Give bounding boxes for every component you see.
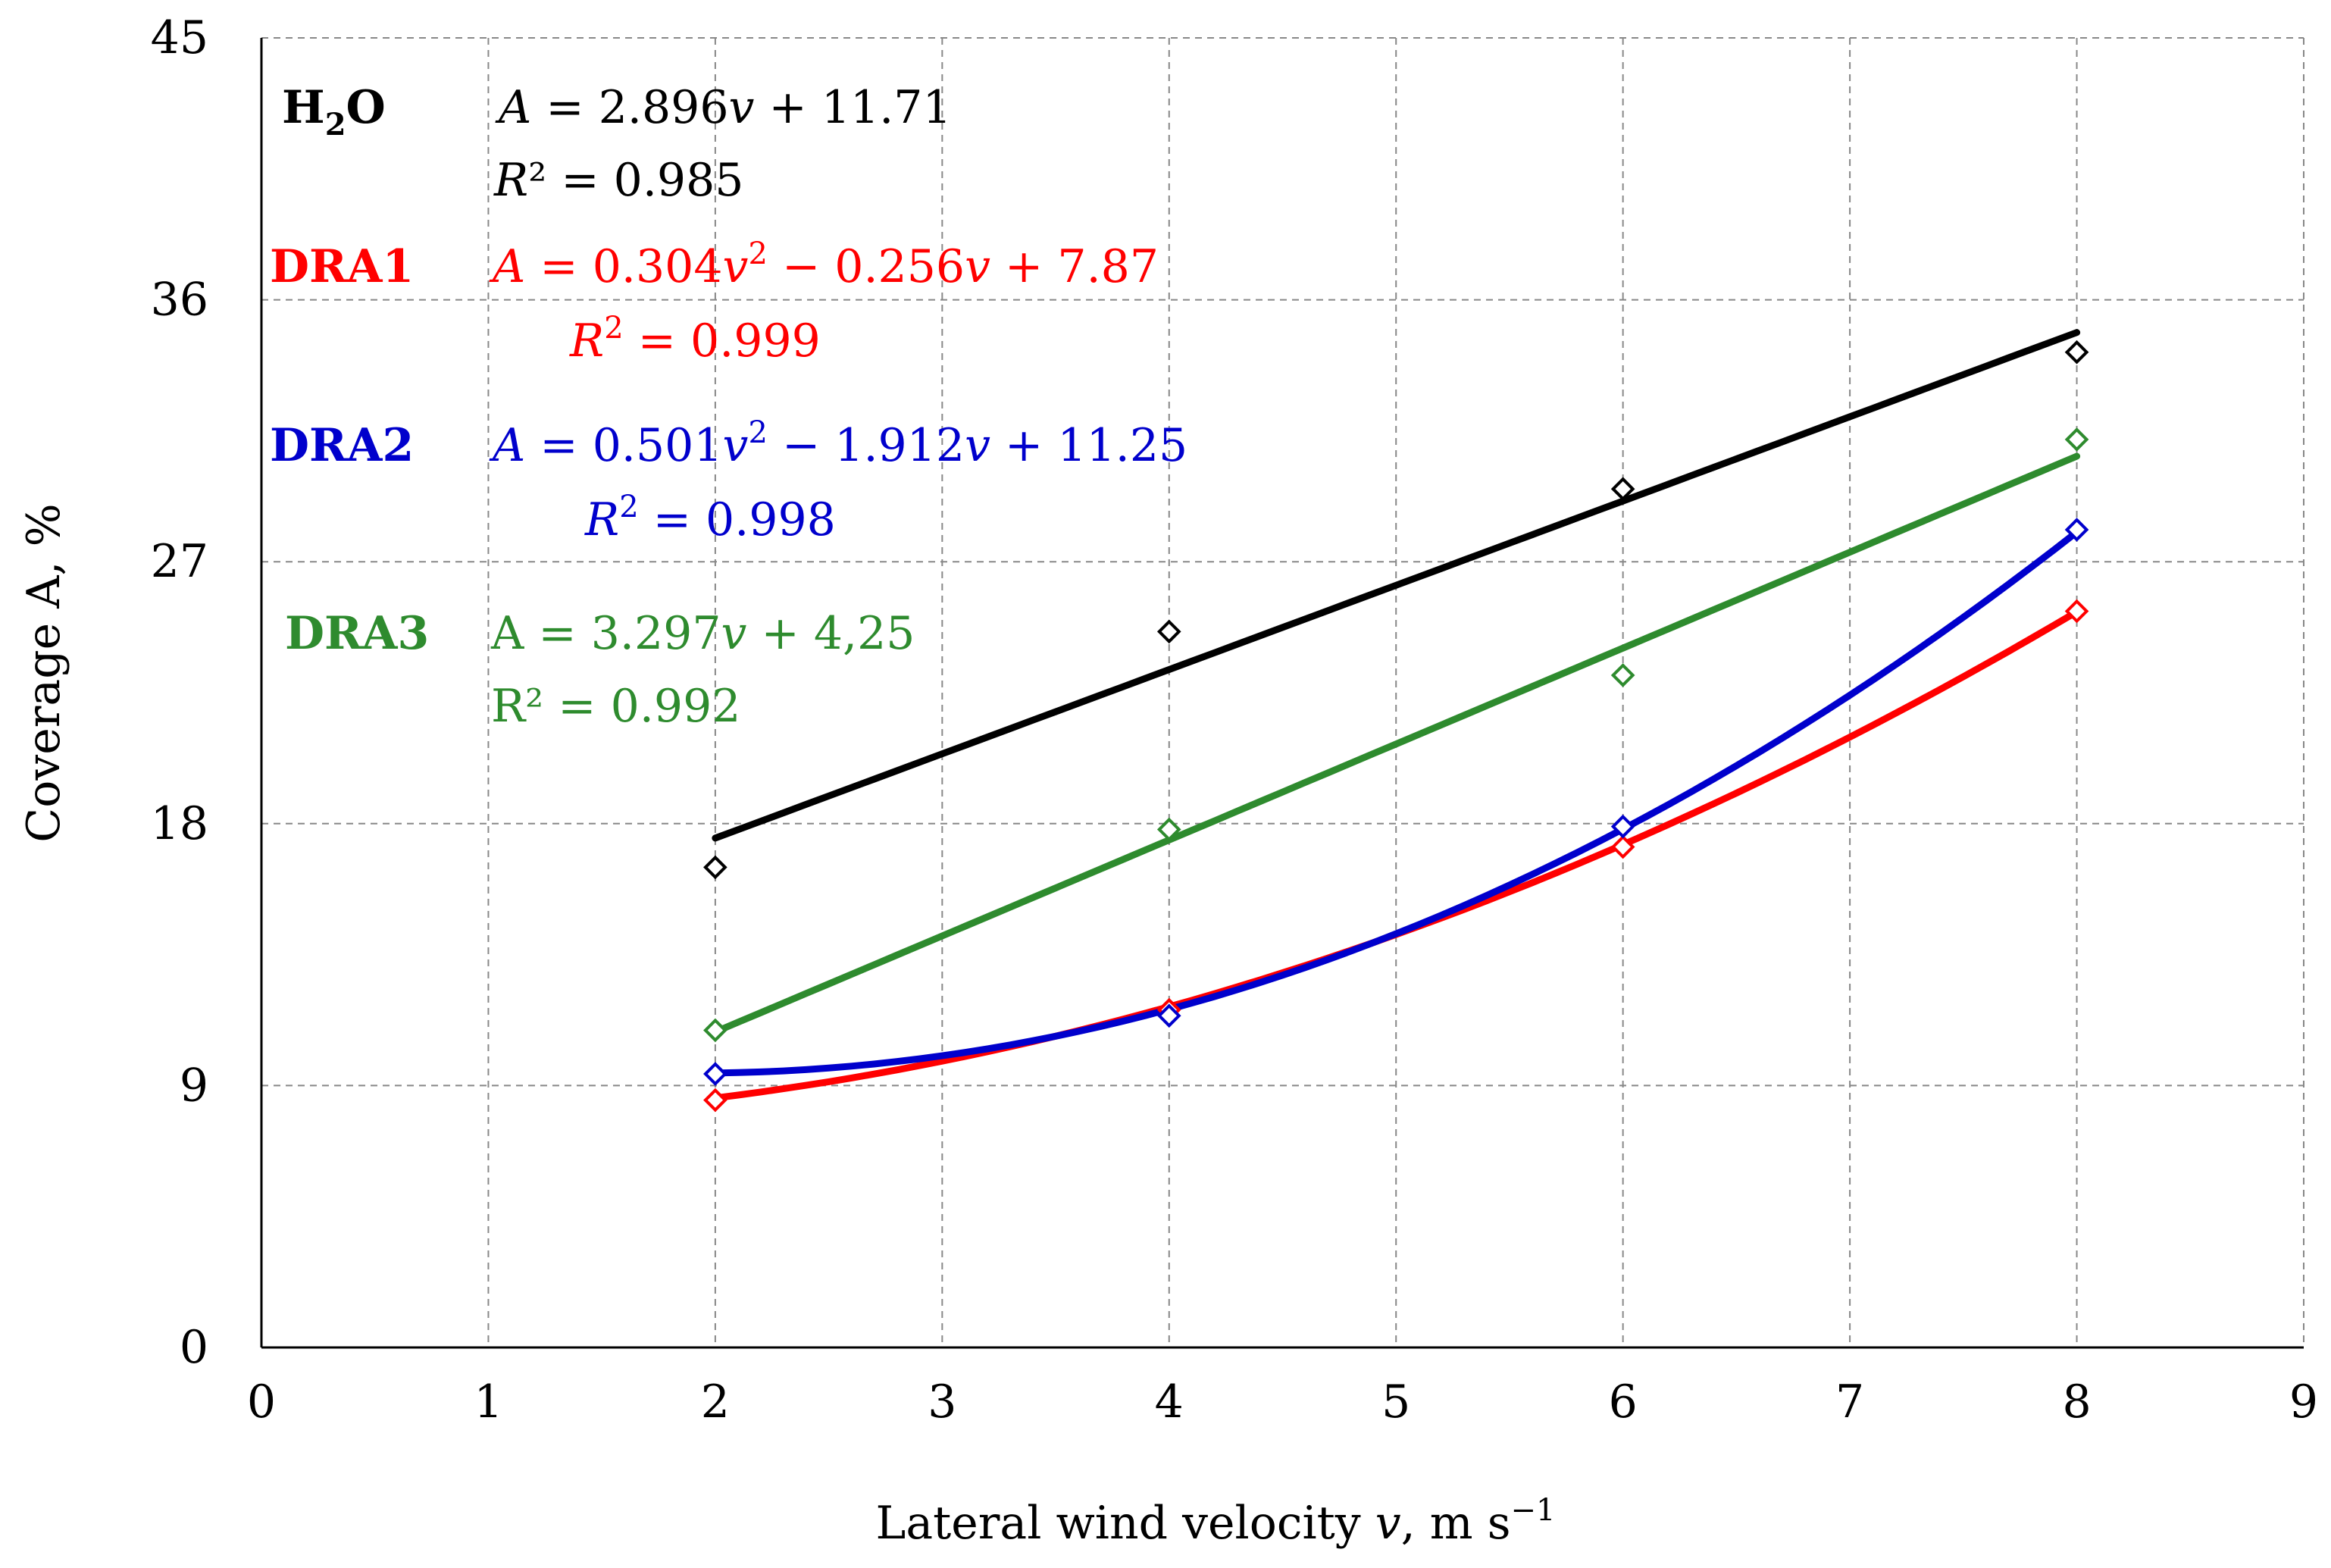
marker-dra3 <box>703 1018 727 1043</box>
equation-h2o: A = 2.896v + 11.71 <box>495 81 952 134</box>
x-tick-label: 5 <box>1381 1376 1410 1429</box>
equation-dra1: A = 0.304v2 − 0.256v + 7.87 <box>489 236 1159 293</box>
x-axis-label-unit: , m s <box>1401 1497 1511 1550</box>
annotation-h2o: H2O A = 2.896v + 11.71 R² = 0.985 <box>282 81 952 207</box>
r2-h2o: R² = 0.985 <box>493 154 743 207</box>
trendline-dra2 <box>712 528 2081 1077</box>
y-tick-label: 45 <box>151 11 208 64</box>
marker-dra1 <box>703 1088 727 1113</box>
marker-h2o <box>703 855 727 880</box>
annotation-dra3: DRA3 A = 3.297v + 4,25 R² = 0.992 <box>285 607 915 733</box>
x-axis-label-text: Lateral wind velocity <box>876 1497 1361 1550</box>
marker-dra3 <box>1156 817 1181 842</box>
marker-dra3 <box>2064 427 2089 452</box>
x-tick-label: 6 <box>1609 1376 1638 1429</box>
annotation-dra1: DRA1 A = 0.304v2 − 0.256v + 7.87 R2 = 0.… <box>270 236 1159 368</box>
r2-dra2: R2 = 0.998 <box>584 490 836 546</box>
y-axis-label: Coverage A, % <box>17 503 70 842</box>
x-tick-label: 3 <box>928 1376 956 1429</box>
x-axis-label-var: v <box>1375 1497 1401 1550</box>
trendline-h2o <box>712 329 2081 842</box>
x-tick-label: 9 <box>2289 1376 2318 1429</box>
legend-label-dra3: DRA3 <box>285 607 429 660</box>
annotation-dra2: DRA2 A = 0.501v2 − 1.912v + 11.25 R2 = 0… <box>270 415 1187 546</box>
fit-lines <box>712 329 2081 1102</box>
y-tick-label: 27 <box>151 535 208 588</box>
x-axis-label: Lateral wind velocity v, m s−1 <box>876 1493 1556 1550</box>
equation-dra2: A = 0.501v2 − 1.912v + 11.25 <box>489 415 1187 472</box>
x-tick-label: 0 <box>247 1376 276 1429</box>
x-tick-label: 8 <box>2062 1376 2091 1429</box>
equation-dra3: A = 3.297v + 4,25 <box>490 607 915 660</box>
data-markers <box>703 340 2089 1113</box>
x-axis-label-exp: −1 <box>1511 1493 1556 1528</box>
marker-h2o <box>1610 477 1635 502</box>
y-tick-label: 36 <box>151 274 208 327</box>
marker-dra2 <box>703 1062 727 1086</box>
marker-dra3 <box>1610 663 1635 687</box>
y-tick-label: 0 <box>180 1321 208 1374</box>
legend-label-dra2: DRA2 <box>270 419 414 472</box>
marker-dra1 <box>1610 834 1635 859</box>
x-tick-label: 1 <box>474 1376 502 1429</box>
x-tick-label: 4 <box>1155 1376 1184 1429</box>
marker-dra2 <box>1610 814 1635 839</box>
x-tick-label: 2 <box>701 1376 730 1429</box>
marker-dra1 <box>2064 599 2089 624</box>
legend-label-h2o: H2O <box>282 81 386 142</box>
r2-dra1: R2 = 0.999 <box>569 311 821 368</box>
y-tick-label: 9 <box>180 1059 208 1112</box>
marker-h2o <box>1156 619 1181 644</box>
trendline-dra3 <box>712 452 2081 1036</box>
x-tick-label: 7 <box>1835 1376 1864 1429</box>
y-tick-label: 18 <box>151 797 208 850</box>
legend-label-dra1: DRA1 <box>270 240 414 293</box>
marker-h2o <box>2064 340 2089 365</box>
marker-dra2 <box>2064 518 2089 542</box>
grid <box>261 37 2304 1347</box>
r2-dra3: R² = 0.992 <box>491 680 740 733</box>
marker-dra2 <box>1156 1003 1181 1028</box>
